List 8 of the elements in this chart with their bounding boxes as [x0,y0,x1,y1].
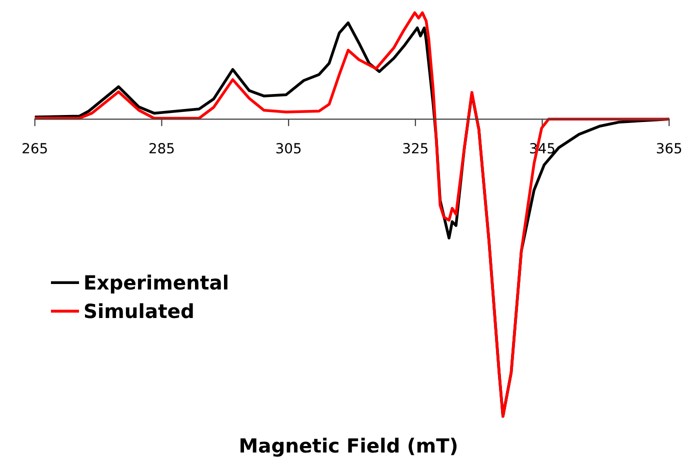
x-tick-label: 285 [149,143,174,154]
x-tick-label: 305 [276,143,301,154]
legend-label: Experimental [85,274,228,294]
x-tick-label: 325 [403,143,428,154]
x-tick-label: 365 [656,143,682,154]
legend-label: Simulated [84,303,193,318]
x-axis-title: Magnetic Field (mT) [240,438,457,457]
x-tick-label: 265 [22,143,47,154]
